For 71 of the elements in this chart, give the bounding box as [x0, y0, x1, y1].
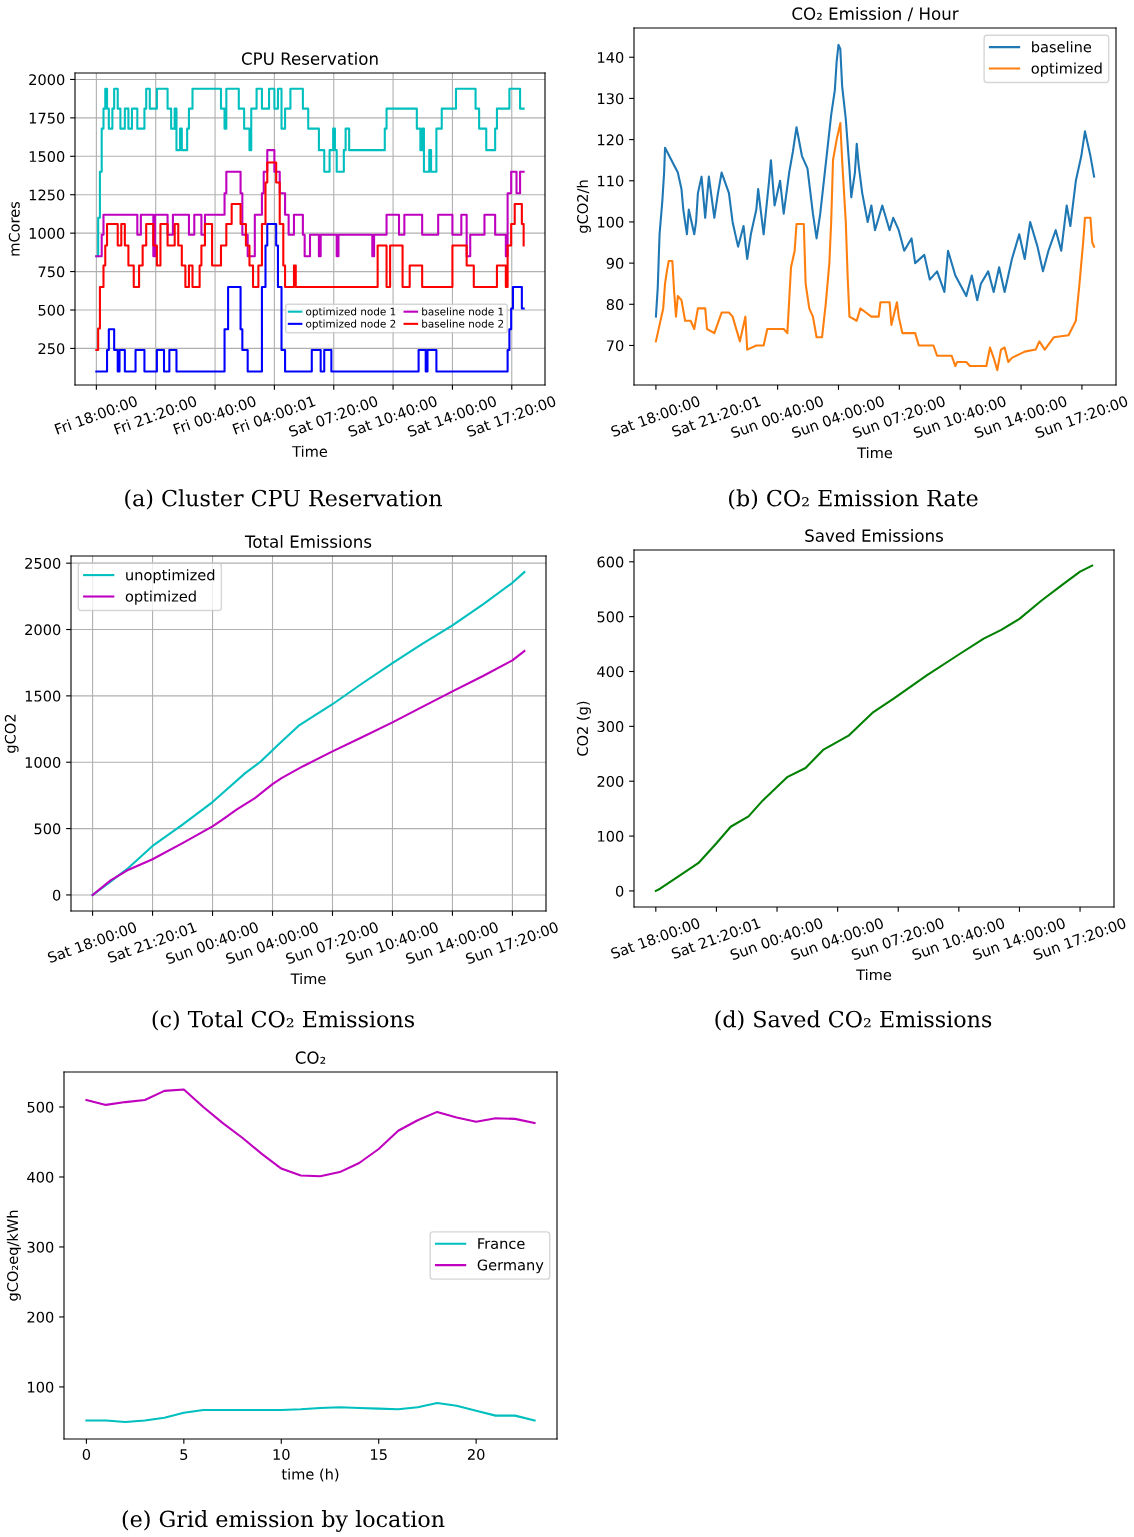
y-tick-label: 200: [597, 775, 624, 787]
x-axis-title: Time: [857, 447, 893, 459]
line-series: [85, 1401, 536, 1423]
y-tick-label: 300: [597, 721, 624, 733]
legend-label: baseline node 2: [422, 319, 504, 328]
chart-title: Total Emissions: [244, 535, 372, 548]
y-tick-label: 250: [38, 343, 65, 355]
y-tick-label: 2000: [25, 624, 61, 636]
legend-label: baseline node 1: [422, 307, 504, 316]
y-tick-label: 1000: [29, 227, 65, 239]
y-tick-label: 130: [598, 93, 624, 105]
x-tick-label: 0: [82, 1448, 91, 1461]
y-axis-title: mCores: [8, 201, 20, 256]
y-tick-label: 1750: [29, 112, 65, 124]
x-tick-label: 5: [180, 1449, 188, 1461]
y-tick-label: 80: [606, 299, 624, 311]
y-tick-label: 300: [27, 1241, 54, 1253]
y-tick-label: 400: [597, 666, 624, 678]
y-tick-label: 1000: [25, 756, 61, 768]
y-tick-label: 70: [606, 340, 624, 352]
y-tick-label: 600: [597, 556, 624, 568]
legend-label: Germany: [477, 1259, 544, 1274]
legend-label: France: [478, 1238, 525, 1250]
x-axis-title: time (h): [281, 1468, 339, 1482]
legend-label: unoptimized: [126, 569, 215, 584]
y-tick-label: 0: [615, 885, 624, 897]
y-tick-label: 140: [598, 51, 624, 63]
y-axis-title: CO2 (g): [576, 701, 591, 756]
x-tick-label: 10: [273, 1448, 290, 1461]
y-tick-label: 750: [38, 266, 65, 278]
y-tick-label: 200: [27, 1311, 54, 1323]
y-tick-label: 1500: [25, 690, 61, 702]
chart-title: Saved Emissions: [805, 529, 943, 542]
legend-label: baseline: [1032, 41, 1092, 53]
y-tick-label: 110: [598, 175, 624, 187]
y-tick-label: 500: [597, 611, 624, 623]
y-tick-label: 0: [52, 889, 61, 901]
line-series: [85, 1088, 536, 1178]
text: (d) Saved CO₂ Emissions: [715, 1010, 992, 1031]
y-tick-label: 100: [598, 830, 624, 842]
legend-label: optimized node 1: [306, 307, 396, 318]
y-tick-label: 1250: [29, 189, 65, 201]
y-tick-label: 1500: [29, 151, 65, 163]
chart-title: CO₂: [295, 1051, 326, 1064]
text: (b) CO₂ Emission Rate: [729, 489, 978, 510]
y-tick-label: 500: [34, 823, 61, 835]
text: (a) Cluster CPU Reservation: [125, 489, 442, 510]
x-axis-title: Time: [290, 973, 326, 985]
y-tick-label: 100: [598, 216, 624, 228]
y-axis-title: gCO2/h: [576, 180, 591, 233]
y-tick-label: 2500: [25, 557, 61, 569]
x-tick-label: 20: [467, 1448, 485, 1461]
y-axis-title: gCO₂eq/kWh: [6, 1210, 21, 1301]
y-tick-label: 500: [27, 1101, 54, 1113]
legend-label: optimized node 2: [306, 319, 396, 330]
chart-title: CO₂ Emission / Hour: [792, 7, 959, 22]
y-tick-label: 500: [38, 304, 65, 316]
chart-title: CPU Reservation: [241, 52, 378, 65]
x-tick-label: 15: [371, 1449, 387, 1461]
y-axis-title: gCO2: [4, 714, 19, 753]
text: (e) Grid emission by location: [122, 1510, 445, 1532]
y-tick-label: 120: [598, 134, 624, 146]
x-axis-title: Time: [856, 969, 892, 981]
legend-label: optimized: [1031, 62, 1102, 77]
x-axis-title: Time: [292, 445, 328, 457]
text: (c) Total CO₂ Emissions: [152, 1010, 414, 1031]
y-tick-label: 100: [28, 1381, 54, 1393]
y-tick-label: 2000: [29, 74, 65, 86]
legend-label: optimized: [125, 590, 196, 605]
y-tick-label: 90: [606, 257, 624, 269]
y-tick-label: 400: [27, 1171, 54, 1183]
